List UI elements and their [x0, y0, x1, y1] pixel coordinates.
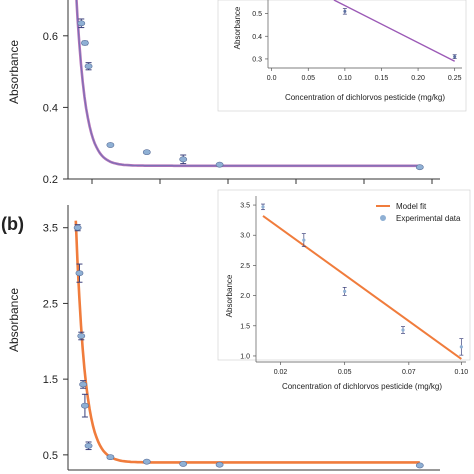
a-inset-ytick-label-0: 0.5 — [252, 11, 262, 18]
b-main-fit-path — [74, 220, 420, 464]
b-inset-xtick-label-2: 0.07 — [402, 369, 416, 376]
a-main-point-2 — [84, 63, 93, 70]
b-main-ytick-label-0: 0.5 — [43, 450, 58, 462]
b-main-point-3 — [79, 381, 87, 388]
a-main-fit-path-inner — [76, 0, 420, 167]
b-main-point-4 — [81, 402, 89, 409]
b-inset-fit-path — [262, 215, 462, 360]
b-main-point-6 — [106, 454, 115, 461]
a-inset-xtick-label-0: 0.0 — [267, 75, 277, 82]
a-inset-ylabel: Absorbance — [233, 6, 242, 49]
b-inset-point-4 — [459, 345, 463, 349]
panel-a-main-plot: Absorbance 0.2 0.4 0.6 — [7, 0, 440, 186]
a-inset-point-1 — [453, 55, 457, 59]
b-inset-xtick-label-0: 0.02 — [274, 369, 288, 376]
panel-b-main-plot: Absorbance 0.5 1.5 2.5 3.5 — [7, 205, 440, 471]
a-inset-xlabel: Concentration of dichlorvos pesticide (m… — [285, 93, 445, 102]
a-inset-xticks: 0.0 0.05 0.10 0.15 0.20 0.25 — [267, 68, 462, 82]
b-inset-xlabel: Concentration of dichlorvos pesticide (m… — [282, 382, 442, 391]
b-inset-ytick-label-5: 1.0 — [240, 353, 250, 360]
b-main-point-8 — [179, 461, 188, 467]
b-main-point-5 — [84, 442, 93, 449]
panel-b-inset: Absorbance Concentration of dichlorvos p… — [217, 189, 471, 391]
a-main-ytick-label-1: 0.4 — [43, 102, 58, 114]
b-inset-point-0 — [261, 205, 265, 209]
panel-a-inset: Absorbance Concentration of dichlorvos p… — [217, 0, 467, 112]
a-inset-xtick-label-5: 0.25 — [448, 75, 462, 82]
b-main-ylabel: Absorbance — [7, 288, 21, 352]
a-inset-frame — [217, 0, 467, 112]
a-main-points — [77, 18, 424, 171]
b-inset-point-3 — [401, 328, 405, 332]
b-inset-points — [261, 203, 464, 356]
a-main-point-3 — [106, 142, 115, 148]
b-inset-ytick-label-0: 3.5 — [240, 203, 250, 210]
b-inset-legend-label-0: Model fit — [396, 202, 427, 211]
b-main-point-10 — [415, 462, 424, 469]
b-inset-ytick-label-2: 2.5 — [240, 263, 250, 270]
b-inset-xtick-label-3: 0.10 — [455, 369, 469, 376]
a-main-point-0 — [77, 20, 86, 27]
a-main-xticks — [91, 179, 433, 184]
b-inset-legend: Model fit Experimental data — [376, 202, 461, 223]
b-main-point-7 — [142, 458, 151, 465]
a-main-ylabel: Absorbance — [7, 40, 21, 104]
b-main-point-2 — [77, 333, 86, 339]
b-inset-xtick-label-1: 0.05 — [338, 369, 352, 376]
b-inset-yticks: 3.5 3.0 2.5 2.0 1.5 1.0 — [240, 203, 256, 360]
a-inset-fit-path — [333, 0, 455, 62]
b-main-ytick-label-3: 3.5 — [43, 223, 58, 235]
b-inset-point-2 — [343, 289, 347, 293]
b-inset-ytick-label-4: 1.5 — [240, 323, 250, 330]
a-main-ytick-label-0: 0.2 — [43, 174, 58, 186]
b-main-ytick-label-1: 1.5 — [43, 374, 58, 386]
a-inset-xtick-label-4: 0.20 — [411, 75, 425, 82]
b-main-point-0 — [73, 224, 82, 231]
b-inset-fit-line — [262, 215, 462, 360]
a-inset-xtick-label-3: 0.15 — [375, 75, 389, 82]
a-inset-point-0 — [343, 9, 347, 13]
a-inset-xtick-label-1: 0.05 — [301, 75, 315, 82]
b-inset-legend-swatch-1 — [380, 215, 386, 221]
b-inset-ylabel: Absorbance — [225, 274, 234, 317]
b-main-ytick-label-2: 2.5 — [43, 298, 58, 310]
b-main-fit-curve — [74, 220, 420, 464]
a-main-point-5 — [179, 156, 188, 163]
a-inset-fit-line — [333, 0, 455, 62]
b-inset-ytick-label-1: 3.0 — [240, 233, 250, 240]
b-inset-legend-label-1: Experimental data — [396, 214, 461, 223]
panel-b-label: (b) — [1, 214, 24, 234]
a-main-fit-curve — [75, 0, 420, 168]
a-main-point-4 — [142, 149, 151, 156]
a-inset-ytick-label-2: 0.3 — [252, 56, 262, 63]
a-inset-points — [342, 8, 457, 59]
b-inset-point-1 — [302, 238, 306, 242]
a-main-point-6 — [215, 161, 224, 168]
a-inset-ytick-label-1: 0.4 — [252, 34, 262, 41]
b-inset-xticks: 0.02 0.05 0.07 0.10 — [274, 362, 469, 376]
a-main-yticks: 0.2 0.4 0.6 — [43, 31, 68, 186]
b-inset-ytick-label-3: 2.0 — [240, 293, 250, 300]
a-main-ytick-label-2: 0.6 — [43, 31, 58, 43]
a-main-point-1 — [81, 40, 89, 46]
b-main-point-1 — [75, 270, 84, 277]
a-inset-yticks: 0.5 0.4 0.3 — [252, 11, 268, 63]
b-main-yticks: 0.5 1.5 2.5 3.5 — [43, 223, 68, 462]
a-inset-xtick-label-2: 0.10 — [338, 75, 352, 82]
b-main-points — [73, 224, 424, 469]
a-main-point-7 — [415, 164, 424, 171]
b-main-point-9 — [215, 461, 224, 468]
